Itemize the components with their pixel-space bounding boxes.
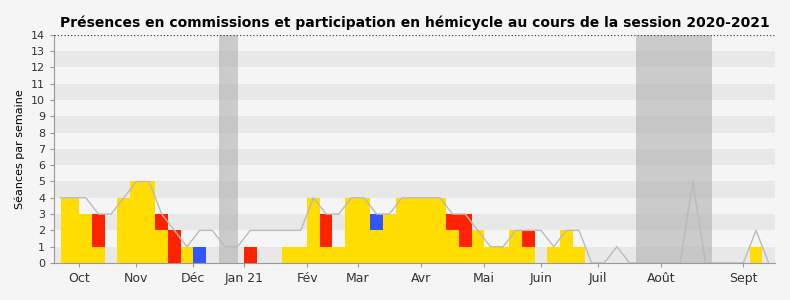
Bar <box>55 51 775 68</box>
Bar <box>55 165 775 182</box>
Bar <box>55 149 775 165</box>
Bar <box>55 84 775 100</box>
Bar <box>636 35 712 263</box>
Title: Présences en commissions et participation en hémicycle au cours de la session 20: Présences en commissions et participatio… <box>60 15 769 29</box>
Bar <box>55 182 775 198</box>
Bar <box>55 133 775 149</box>
Bar <box>55 116 775 133</box>
Bar <box>55 100 775 116</box>
Bar <box>219 35 238 263</box>
Bar <box>55 198 775 214</box>
Bar <box>55 35 775 51</box>
Y-axis label: Séances par semaine: Séances par semaine <box>15 89 25 209</box>
Bar <box>55 68 775 84</box>
Bar <box>55 230 775 247</box>
Bar <box>55 247 775 263</box>
Bar <box>55 214 775 230</box>
